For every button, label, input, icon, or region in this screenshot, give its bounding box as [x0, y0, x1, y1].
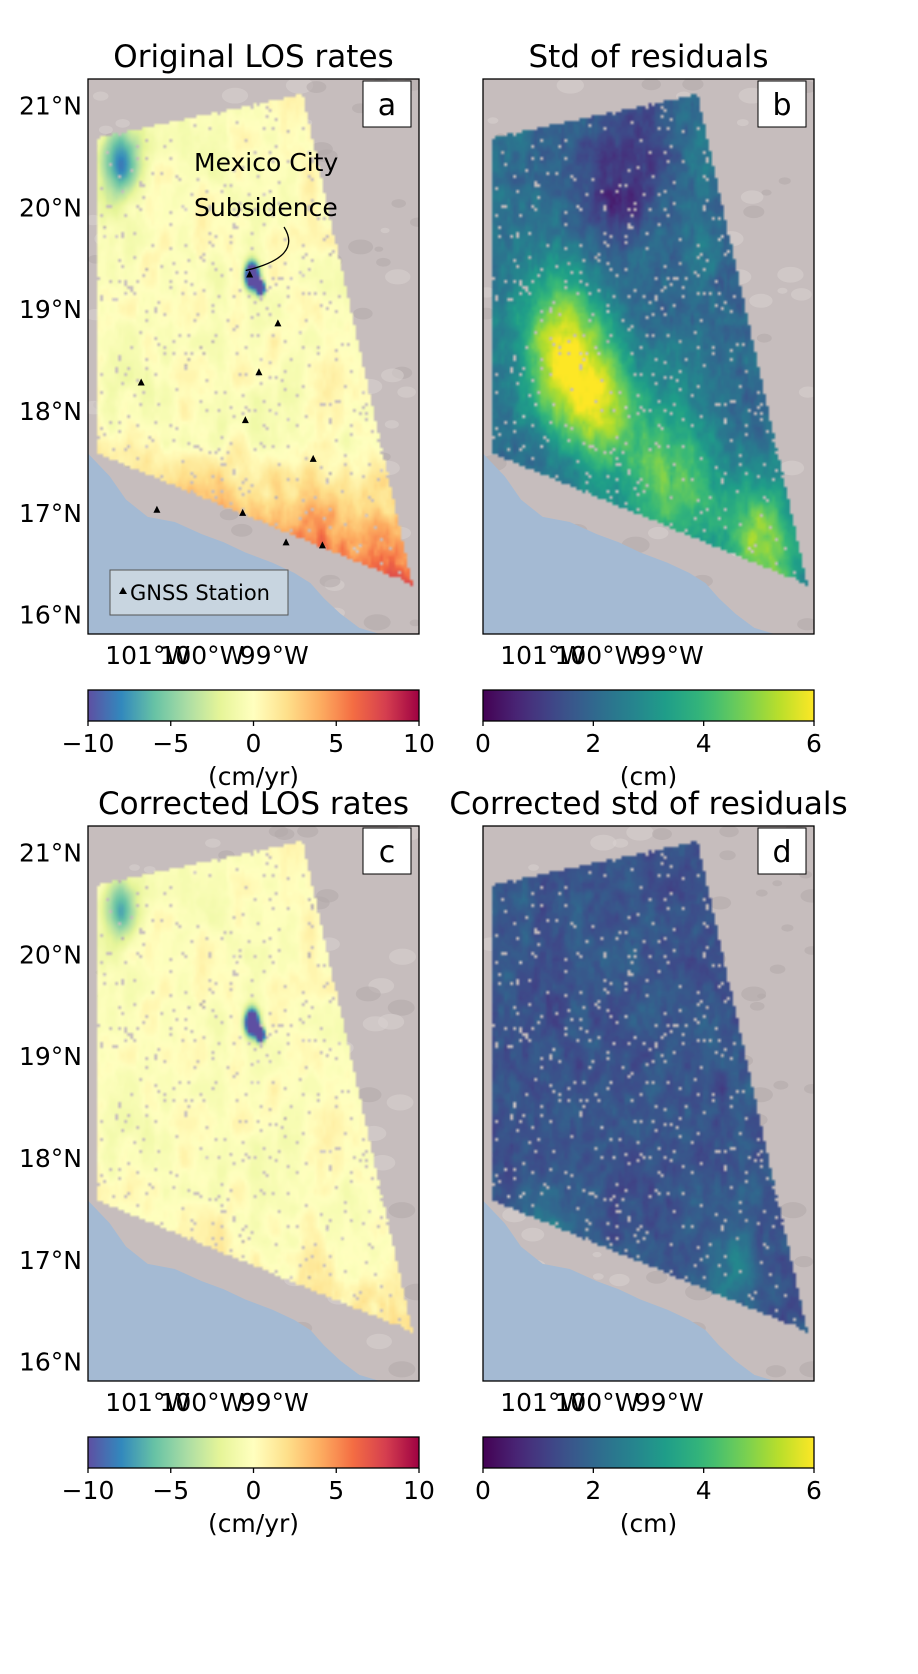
- panel-letter: d: [772, 835, 791, 870]
- panel-letter-box: [757, 827, 807, 875]
- map-frame: [482, 78, 815, 635]
- gnss-station-marker: [153, 505, 161, 513]
- colorbar: 0 2 4 6 (cm): [475, 689, 822, 791]
- colorbar-tick-label: 0: [246, 729, 262, 758]
- lon-tick-label: 100°W: [159, 641, 244, 670]
- colorbar-tick-label: −5: [152, 1476, 189, 1505]
- map-frame: [482, 825, 815, 1382]
- lat-tick-label: 21°N: [19, 91, 82, 120]
- gnss-station-marker: [246, 270, 254, 278]
- legend-label: GNSS Station: [130, 581, 270, 605]
- gnss-station-marker: [282, 538, 290, 546]
- data-raster: [88, 826, 419, 1381]
- lon-tick-label: 101°W: [500, 1388, 585, 1417]
- legend: GNSS Station: [109, 569, 289, 616]
- colorbar-tick-label: −10: [62, 729, 115, 758]
- lon-tick-label: 99°W: [635, 641, 704, 670]
- gnss-station-marker: [255, 368, 263, 376]
- lon-tick-label: 100°W: [159, 1388, 244, 1417]
- panel-title: Corrected LOS rates: [98, 786, 409, 822]
- lon-tick-label: 101°W: [105, 641, 190, 670]
- lat-tick-label: 21°N: [19, 838, 82, 867]
- lon-tick-label: 101°W: [105, 1388, 190, 1417]
- colorbar-tick-label: −5: [152, 729, 189, 758]
- map-frame: [87, 78, 420, 635]
- colorbar-label: (cm/yr): [208, 1509, 299, 1538]
- lat-tick-label: 19°N: [19, 295, 82, 324]
- panel-letter-box: [362, 827, 412, 875]
- panel-letter-box: [757, 80, 807, 128]
- colorbar-tick-label: 2: [585, 729, 601, 758]
- lon-tick-label: 99°W: [635, 1388, 704, 1417]
- gnss-station-marker: [318, 541, 326, 549]
- colorbar-tick-label: 6: [806, 1476, 822, 1505]
- panel-c: Corrected LOS rates c 21°N 20°N 19°N 18°N 17°N…: [19, 786, 435, 1538]
- colorbar-tick-label: 0: [475, 1476, 491, 1505]
- lon-tick-label: 100°W: [554, 641, 639, 670]
- panel-title: Original LOS rates: [113, 39, 393, 75]
- colorbar: −10 −5 0 5 10 (cm/yr): [62, 1436, 435, 1538]
- colorbar-tick-label: 0: [246, 1476, 262, 1505]
- lat-tick-label: 16°N: [19, 1348, 82, 1377]
- colorbar-tick-label: 4: [696, 729, 712, 758]
- legend-marker: [119, 587, 127, 594]
- colorbar-tick-label: 10: [403, 1476, 435, 1505]
- map-area: [483, 79, 814, 634]
- colorbar-label: (cm/yr): [208, 762, 299, 791]
- lon-tick-label: 99°W: [240, 1388, 309, 1417]
- lat-tick-label: 20°N: [19, 193, 82, 222]
- gnss-station-marker: [239, 508, 247, 516]
- colorbar-tick-label: 4: [696, 1476, 712, 1505]
- gnss-station-marker: [241, 416, 249, 424]
- panel-letter: a: [378, 88, 396, 123]
- panel-letter: c: [379, 835, 396, 870]
- map-area: [483, 826, 814, 1381]
- colorbar-gradient: [87, 1436, 420, 1469]
- data-raster: [483, 826, 814, 1381]
- lon-tick-label: 99°W: [240, 641, 309, 670]
- colorbar-tick-label: 10: [403, 729, 435, 758]
- map-area: [88, 826, 419, 1381]
- lat-tick-label: 20°N: [19, 940, 82, 969]
- colorbar-gradient: [482, 1436, 815, 1469]
- panel-a: Original LOS rates a 21°N 20°N 19°N 18°N 17°N 1…: [19, 39, 435, 791]
- colorbar-gradient: [482, 689, 815, 722]
- data-raster: [483, 79, 814, 634]
- panel-title: Corrected std of residuals: [449, 786, 847, 822]
- colorbar-tick-label: −10: [62, 1476, 115, 1505]
- gnss-station-marker: [309, 454, 317, 462]
- annotation-line-1: Mexico City: [194, 148, 338, 177]
- lat-tick-label: 18°N: [19, 1144, 82, 1173]
- colorbar: 0 2 4 6 (cm): [475, 1436, 822, 1538]
- annotation-line-2: Subsidence: [194, 193, 338, 222]
- colorbar-tick-label: 5: [328, 1476, 344, 1505]
- colorbar-label: (cm): [620, 762, 678, 791]
- lon-tick-label: 100°W: [554, 1388, 639, 1417]
- lat-tick-label: 17°N: [19, 499, 82, 528]
- annotation-arrow: [245, 226, 290, 272]
- gnss-station-marker: [137, 378, 145, 386]
- lon-tick-label: 101°W: [500, 641, 585, 670]
- panel-letter: b: [772, 88, 791, 123]
- lat-tick-label: 17°N: [19, 1246, 82, 1275]
- colorbar-tick-label: 2: [585, 1476, 601, 1505]
- colorbar-label: (cm): [620, 1509, 678, 1538]
- panel-letter-box: [362, 80, 412, 128]
- panel-title: Std of residuals: [528, 39, 768, 75]
- data-raster: [88, 79, 419, 634]
- panel-d: Corrected std of residuals d 101°W100°W99°…: [449, 786, 847, 1538]
- map-frame: [87, 825, 420, 1382]
- colorbar-tick-label: 5: [328, 729, 344, 758]
- lat-tick-label: 18°N: [19, 397, 82, 426]
- lat-tick-label: 19°N: [19, 1042, 82, 1071]
- colorbar-gradient: [87, 689, 420, 722]
- colorbar-tick-label: 0: [475, 729, 491, 758]
- colorbar: −10 −5 0 5 10 (cm/yr): [62, 689, 435, 791]
- lat-tick-label: 16°N: [19, 601, 82, 630]
- colorbar-tick-label: 6: [806, 729, 822, 758]
- gnss-station-marker: [274, 319, 282, 327]
